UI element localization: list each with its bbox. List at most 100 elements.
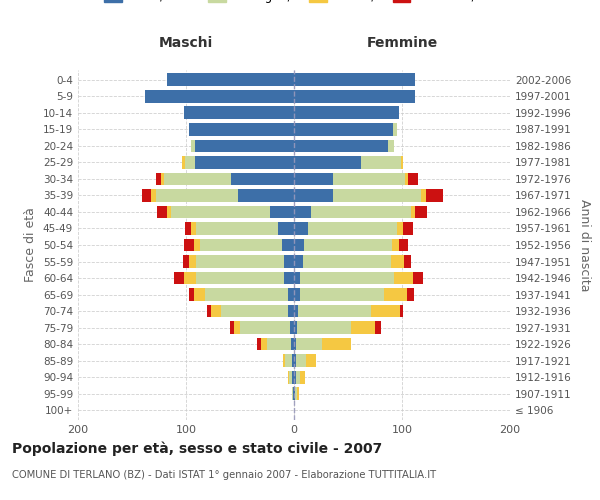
Y-axis label: Anni di nascita: Anni di nascita (578, 198, 591, 291)
Bar (297, 321, 351, 334)
Bar (302, 255, 391, 268)
Bar (409, 172, 418, 186)
Bar (289, 370, 292, 384)
Bar (294, 222, 308, 235)
Bar (413, 272, 422, 284)
Bar (196, 222, 278, 235)
Bar (191, 140, 194, 152)
Legend: Celibi/Nubili, Coniugati/e, Vedovi/e, Divorziati/e: Celibi/Nubili, Coniugati/e, Vedovi/e, Di… (99, 0, 489, 8)
Bar (230, 321, 233, 334)
Bar (308, 222, 397, 235)
Bar (290, 321, 294, 334)
Bar (294, 106, 399, 120)
Bar (182, 156, 185, 169)
Bar (284, 255, 294, 268)
Bar (421, 189, 426, 202)
Bar (194, 288, 205, 301)
Bar (394, 272, 413, 284)
Bar (294, 321, 297, 334)
Bar (426, 189, 443, 202)
Bar (174, 272, 184, 284)
Bar (291, 338, 294, 350)
Bar (167, 74, 294, 86)
Bar (294, 272, 301, 284)
Bar (304, 238, 392, 252)
Text: Femmine: Femmine (367, 36, 437, 50)
Bar (361, 156, 401, 169)
Y-axis label: Fasce di età: Fasce di età (25, 208, 37, 282)
Bar (184, 272, 196, 284)
Bar (287, 370, 289, 384)
Bar (351, 321, 375, 334)
Bar (415, 206, 427, 218)
Bar (294, 172, 333, 186)
Bar (260, 338, 267, 350)
Bar (375, 321, 382, 334)
Bar (394, 123, 397, 136)
Bar (286, 354, 292, 367)
Bar (171, 206, 270, 218)
Bar (238, 189, 294, 202)
Bar (294, 304, 298, 318)
Bar (196, 272, 284, 284)
Bar (371, 304, 400, 318)
Bar (194, 238, 200, 252)
Bar (189, 288, 194, 301)
Bar (295, 387, 297, 400)
Bar (221, 304, 287, 318)
Bar (282, 238, 294, 252)
Bar (397, 222, 403, 235)
Bar (294, 338, 296, 350)
Bar (294, 189, 333, 202)
Bar (156, 189, 238, 202)
Bar (296, 370, 301, 384)
Bar (184, 106, 294, 120)
Bar (296, 338, 322, 350)
Bar (392, 238, 399, 252)
Bar (287, 304, 294, 318)
Bar (157, 206, 167, 218)
Bar (410, 206, 415, 218)
Bar (301, 370, 305, 384)
Bar (184, 238, 194, 252)
Bar (142, 189, 151, 202)
Bar (388, 140, 394, 152)
Bar (401, 156, 403, 169)
Bar (191, 222, 196, 235)
Bar (296, 354, 306, 367)
Bar (194, 156, 294, 169)
Text: COMUNE DI TERLANO (BZ) - Dati ISTAT 1° gennaio 2007 - Elaborazione TUTTITALIA.IT: COMUNE DI TERLANO (BZ) - Dati ISTAT 1° g… (12, 470, 436, 480)
Bar (270, 206, 294, 218)
Bar (294, 370, 296, 384)
Bar (293, 387, 294, 400)
Bar (403, 222, 413, 235)
Bar (189, 255, 196, 268)
Bar (294, 156, 361, 169)
Bar (145, 90, 294, 103)
Bar (211, 304, 221, 318)
Bar (161, 172, 164, 186)
Bar (284, 272, 294, 284)
Bar (333, 189, 421, 202)
Bar (301, 288, 383, 301)
Bar (206, 304, 211, 318)
Bar (196, 255, 284, 268)
Bar (294, 206, 311, 218)
Text: Maschi: Maschi (159, 36, 213, 50)
Bar (200, 238, 282, 252)
Bar (232, 172, 294, 186)
Bar (294, 123, 394, 136)
Bar (292, 370, 294, 384)
Bar (391, 255, 404, 268)
Bar (292, 387, 293, 400)
Bar (297, 387, 299, 400)
Bar (333, 172, 405, 186)
Bar (294, 90, 415, 103)
Bar (399, 238, 409, 252)
Bar (306, 354, 316, 367)
Bar (294, 140, 388, 152)
Bar (322, 338, 351, 350)
Bar (257, 338, 260, 350)
Bar (278, 222, 294, 235)
Bar (405, 172, 409, 186)
